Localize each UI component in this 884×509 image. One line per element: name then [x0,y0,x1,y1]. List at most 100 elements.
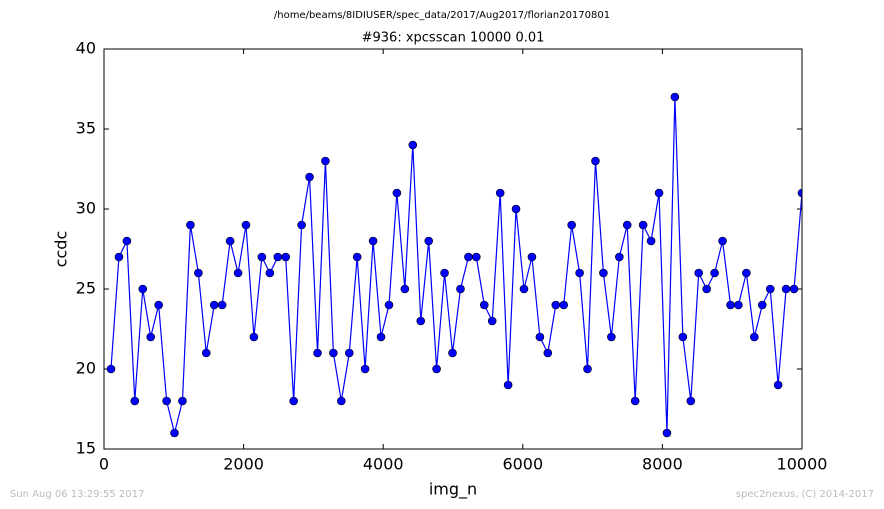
data-point [321,156,330,166]
data-point [694,268,703,278]
data-point [313,348,322,358]
data-point [519,284,529,294]
data-point [615,252,624,262]
data-point [559,300,569,310]
data-point [297,220,306,230]
data-point [217,300,227,310]
data-point [233,268,243,278]
data-point [186,220,195,230]
data-point [575,268,584,278]
x-tick-label: 2000 [223,455,264,474]
data-point [750,332,759,342]
data-point [130,396,140,406]
data-point [702,284,711,294]
data-point [607,332,616,342]
data-point [797,188,802,198]
data-point [781,284,791,294]
data-point [106,364,116,374]
suptitle: /home/beams/8IDIUSER/spec_data/2017/Aug2… [274,10,610,21]
data-point [178,396,187,406]
data-point [448,348,457,358]
y-tick-label: 25 [76,279,96,298]
y-axis-label: ccdc [52,231,71,268]
data-point [591,156,600,166]
data-point [281,252,290,262]
data-point [710,268,719,278]
data-point [654,188,664,198]
y-tick-label: 35 [76,119,96,138]
data-point [368,236,378,246]
data-point [209,300,219,310]
data-point [479,300,489,310]
data-point [734,300,743,310]
data-point [408,140,418,150]
data-point [464,252,473,262]
data-point [583,364,592,374]
data-point [456,284,465,294]
data-point [543,348,553,358]
data-point [360,364,370,374]
footer-right: spec2nexus, (C) 2014-2017 [736,489,874,500]
x-tick-label: 6000 [502,455,543,474]
y-tick-label: 20 [76,359,96,378]
data-point [765,284,775,294]
data-point [440,268,449,278]
data-point [305,172,314,182]
data-point [352,252,362,262]
data-point [511,204,521,214]
y-tick-label: 40 [76,39,96,58]
data-point [265,268,275,278]
data-point [194,268,203,278]
x-tick-label: 10000 [777,455,828,474]
data-point [329,348,338,358]
data-point [742,268,751,278]
data-point [225,236,235,246]
data-point [337,396,346,406]
x-tick-label: 8000 [642,455,683,474]
x-tick-label: 0 [99,455,109,474]
chart-title: #936: xpcsscan 10000 0.01 [362,31,545,46]
data-point [384,300,394,310]
data-point [114,252,124,262]
y-tick-label: 30 [76,199,96,218]
data-point [170,428,179,438]
data-point [527,252,537,262]
data-point [400,284,410,294]
data-point [249,332,259,342]
data-point [289,396,298,406]
data-point [424,236,434,246]
data-point [376,332,386,342]
data-point [472,252,481,262]
data-line [110,96,802,434]
data-point [638,220,648,230]
data-point [662,428,672,438]
footer-left: Sun Aug 06 13:29:55 2017 [10,489,144,500]
data-point [686,396,696,406]
data-point [273,252,283,262]
y-tick-label: 15 [76,439,96,458]
data-point [487,316,497,326]
data-point [789,284,799,294]
data-point [138,284,148,294]
data-point [154,300,163,310]
data-point [432,364,441,374]
data-point [344,348,354,358]
data-point [201,348,211,358]
x-tick-label: 4000 [363,455,404,474]
data-point [146,332,155,342]
data-point [678,332,688,342]
data-point [162,396,171,406]
data-point [495,188,505,198]
data-point [630,396,640,406]
data-point [416,316,426,326]
data-point [726,300,735,310]
data-point [599,268,608,278]
data-point [718,236,727,246]
data-point [551,300,561,310]
data-point [646,236,656,246]
data-point [503,380,513,390]
data-point [535,332,545,342]
data-point [567,220,576,230]
plot-frame [103,48,803,450]
